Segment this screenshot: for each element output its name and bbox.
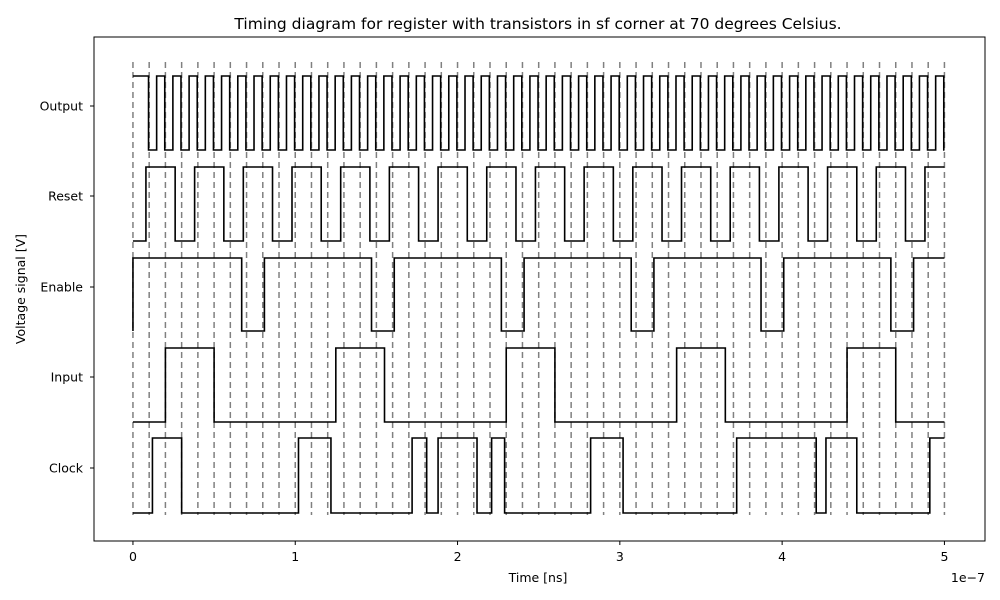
y-tick-label-enable: Enable [40,280,83,295]
x-axis-offset-label: 1e−7 [951,570,985,585]
x-tick-label-5: 5 [940,549,948,564]
trace-enable [132,257,945,332]
y-tick-label-output: Output [40,99,84,114]
trace-clock [132,437,945,514]
x-tick-label-4: 4 [778,549,786,564]
trace-output [132,75,945,151]
signal-traces [132,75,945,514]
trace-input [132,347,945,423]
y-tick-label-clock: Clock [49,461,84,476]
x-tick-label-2: 2 [454,549,462,564]
chart-title: Timing diagram for register with transis… [233,15,841,33]
x-tick-label-0: 0 [129,549,137,564]
y-axis-label: Voltage signal [V] [13,234,28,344]
x-axis: 0 1 2 3 4 5 [129,541,948,564]
x-tick-label-1: 1 [291,549,299,564]
y-tick-label-reset: Reset [48,189,83,204]
y-axis: Output Reset Enable Input Clock [40,99,94,476]
x-tick-label-3: 3 [616,549,624,564]
trace-reset [132,166,945,242]
plot-frame [93,36,986,542]
x-axis-label: Time [ns] [508,570,568,585]
y-tick-label-input: Input [51,370,83,385]
